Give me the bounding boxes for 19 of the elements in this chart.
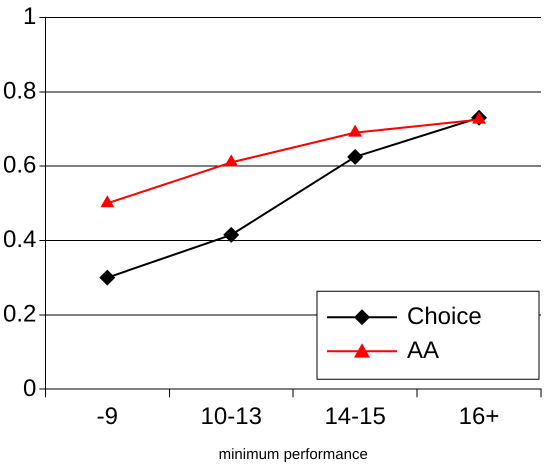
x-tick-label: 14-15 (324, 403, 386, 430)
y-tick-label: 0.8 (2, 77, 36, 104)
y-tick-label: 0.4 (2, 226, 36, 254)
point (100, 195, 114, 208)
y-tick-label: 0.6 (2, 152, 36, 179)
point (348, 124, 362, 137)
point (224, 154, 238, 166)
y-tick-label: 0.2 (2, 300, 36, 328)
point (347, 148, 364, 165)
x-tick-label: 10-13 (200, 403, 262, 430)
legend-label: AA (407, 336, 440, 364)
y-tick-label: 1 (23, 3, 36, 30)
y-tick-label: 0 (23, 374, 36, 402)
x-tick-label: -9 (96, 403, 118, 430)
point (99, 270, 116, 286)
x-tick-label: 16+ (458, 403, 500, 430)
x-axis-title: minimum performance (218, 446, 368, 464)
legend-label: Choice (407, 302, 482, 330)
point (223, 226, 240, 243)
